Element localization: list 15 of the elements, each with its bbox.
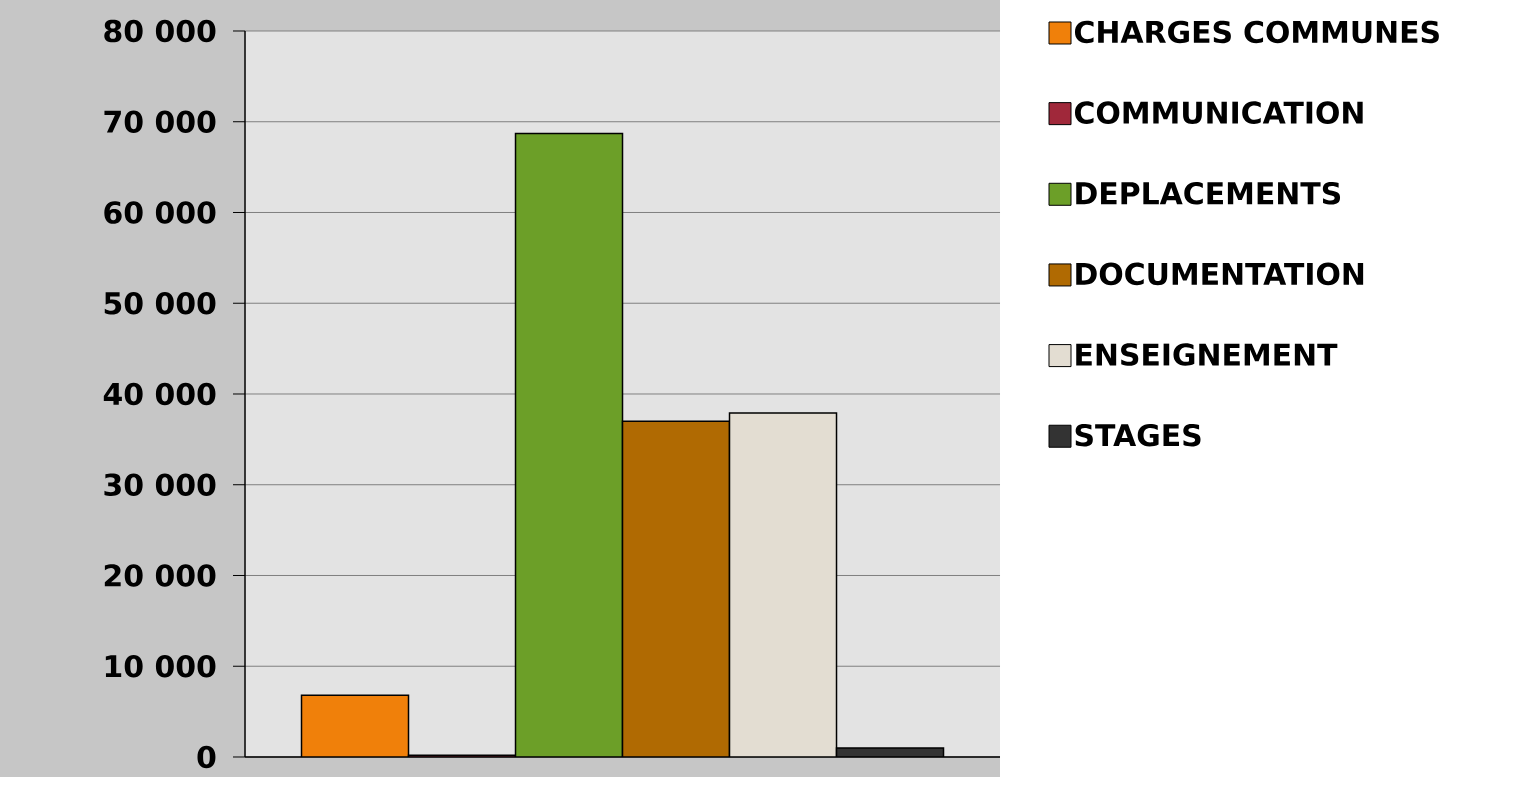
legend-label: ENSEIGNEMENT xyxy=(1076,343,1338,366)
y-tick-label: 10 000 xyxy=(105,654,216,678)
y-tick-label: 80 000 xyxy=(104,19,216,43)
y-tick-label: 20 000 xyxy=(104,564,216,587)
legend-label: DOCUMENTATION xyxy=(1076,262,1364,286)
y-tick-label: 50 000 xyxy=(104,291,216,315)
legend-label: DEPLACEMENTS xyxy=(1076,181,1341,205)
y-tick-label: 60 000 xyxy=(104,201,216,224)
legend-label: COMMUNICATION xyxy=(1074,101,1363,124)
legend-label: STAGES xyxy=(1075,423,1201,447)
y-tick-label: 40 000 xyxy=(103,382,216,406)
y-tick-label: 0 xyxy=(197,745,216,769)
y-tick-label: 30 000 xyxy=(104,473,216,496)
legend-label: CHARGES COMMUNES xyxy=(1074,20,1439,44)
y-tick-label: 70 000 xyxy=(104,110,216,133)
